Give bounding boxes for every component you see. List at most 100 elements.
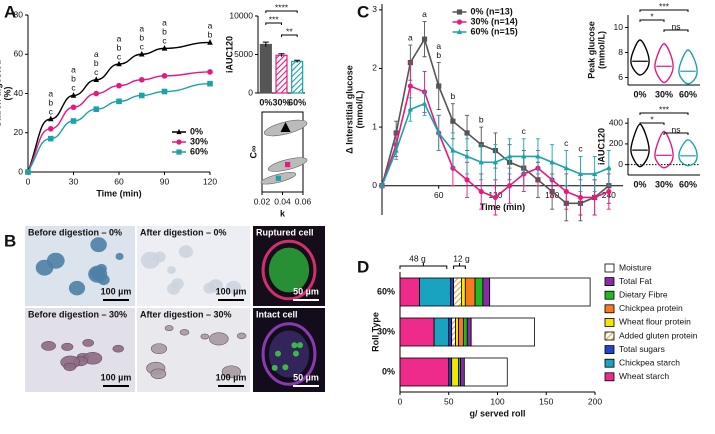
error-bar — [294, 59, 301, 63]
bracket-label: 48 g — [409, 253, 426, 263]
y-tick-label: 1 — [372, 121, 377, 131]
annotation: b — [48, 97, 53, 107]
significance-bracket — [265, 22, 282, 25]
violin — [654, 130, 674, 169]
scale-label: 50 µm — [293, 372, 319, 382]
violin — [654, 43, 674, 84]
legend-label: 60% (n=15) — [471, 26, 518, 36]
granule — [200, 333, 210, 340]
annotation: a — [436, 41, 441, 51]
legend-label: 0% (n=13) — [471, 6, 513, 16]
legend-swatch — [604, 290, 615, 300]
marker — [93, 76, 100, 83]
marker — [207, 39, 213, 45]
legend-swatch — [604, 277, 615, 287]
marker — [606, 164, 612, 171]
x-tick-label: 30% — [272, 97, 290, 107]
annotation: b — [451, 91, 456, 101]
y-tick-label: 0 — [248, 87, 253, 97]
significance-bracket — [639, 19, 665, 22]
marker — [138, 76, 145, 83]
bar-segment — [461, 277, 466, 307]
legend-label: Wheat flour protein — [619, 317, 691, 327]
granule — [167, 266, 176, 274]
bar-segment — [466, 317, 472, 347]
granule — [225, 280, 241, 295]
marker — [563, 164, 569, 171]
x-tick-label: 30% — [655, 179, 673, 189]
micrograph-caption: Before digestion – 0% — [28, 227, 122, 237]
granule — [271, 364, 278, 371]
bar-segment — [451, 357, 459, 387]
y-axis-label: C∞ — [248, 145, 258, 158]
annotation: c — [117, 51, 122, 61]
bar-segment — [462, 317, 468, 347]
marker — [161, 45, 168, 51]
x-tick-label: 0 — [398, 396, 403, 406]
marker — [161, 73, 168, 79]
micrograph-caption: Intact cell — [256, 309, 298, 319]
granule — [236, 332, 247, 340]
bar-segment — [458, 317, 464, 347]
y-tick-label: 40 — [14, 88, 24, 98]
granule — [292, 350, 299, 357]
x-tick-label: 0.04 — [274, 196, 291, 206]
legend-swatch — [604, 345, 615, 355]
y-tick-label: 400 — [609, 117, 623, 127]
marker — [47, 126, 54, 132]
annotation: c — [49, 106, 54, 116]
bar-segment — [433, 317, 450, 347]
bar-segment — [489, 277, 591, 307]
legend-label: 30% (n=14) — [471, 16, 518, 26]
bar-segment — [448, 317, 453, 347]
bar-segment — [482, 277, 491, 307]
y-tick-label: 0 — [18, 166, 23, 176]
y-tick-label: 3 — [372, 4, 377, 14]
legend-marker — [456, 9, 463, 15]
micrograph-caption: After digestion – 0% — [140, 227, 227, 237]
marker — [116, 98, 122, 105]
significance-bracket — [663, 29, 689, 32]
significance-label: ns — [672, 124, 681, 134]
y-axis-label: Starch digested — [0, 60, 2, 128]
significance-label: ns — [672, 21, 681, 31]
significance-bracket — [639, 9, 689, 12]
granule — [282, 364, 289, 371]
bar-segment — [470, 317, 535, 347]
granule — [115, 252, 124, 261]
marker — [407, 83, 413, 89]
x-tick-label: 60% — [679, 89, 697, 99]
marker — [138, 92, 145, 99]
y-tick-label: 2 — [372, 63, 377, 73]
marker — [93, 106, 100, 112]
marker — [25, 169, 31, 175]
annotation: c — [140, 42, 145, 52]
y-tick-label: 0 — [618, 159, 623, 169]
scale-label: 50 µm — [293, 286, 319, 296]
granule — [90, 237, 107, 253]
cell-wall — [261, 239, 317, 301]
granule — [167, 282, 181, 295]
marker — [492, 194, 499, 201]
legend-label: 30% — [190, 136, 208, 146]
y-tick-label: 80 — [14, 9, 24, 19]
marker — [464, 177, 470, 183]
granule — [63, 362, 77, 372]
y-axis-label: Peak glucose — [586, 21, 596, 79]
marker — [450, 147, 456, 153]
legend-swatch — [604, 372, 615, 382]
legend-marker — [456, 28, 463, 35]
annotation: c — [578, 144, 583, 154]
marker — [436, 129, 442, 136]
legend-label: Dietary Fibre — [619, 289, 668, 299]
marker — [606, 188, 612, 195]
granule — [209, 332, 229, 346]
granule — [61, 342, 74, 351]
x-tick-label: 60 — [434, 190, 444, 200]
violin — [678, 49, 698, 85]
bar-segment — [464, 277, 476, 307]
legend-marker — [456, 19, 463, 25]
granule — [140, 251, 160, 269]
significance-bracket — [281, 34, 298, 37]
